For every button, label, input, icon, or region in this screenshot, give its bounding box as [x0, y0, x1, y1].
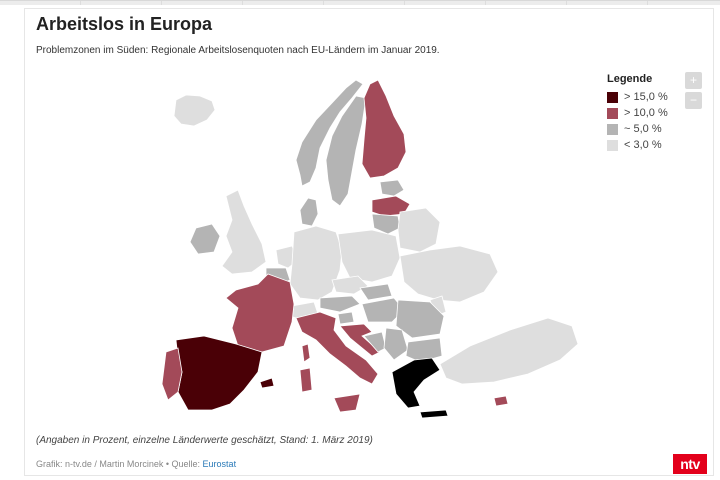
country-estonia[interactable]	[379, 179, 405, 197]
legend-swatch	[607, 139, 618, 151]
country-france[interactable]	[225, 273, 295, 353]
country-sicily[interactable]	[333, 393, 361, 413]
zoom-out-button[interactable]: −	[685, 92, 702, 109]
country-portugal[interactable]	[161, 347, 183, 401]
legend-item: < 3,0 %	[607, 137, 685, 153]
country-norway[interactable]	[295, 79, 364, 187]
country-austria[interactable]	[319, 295, 361, 313]
legend-label: < 3,0 %	[624, 139, 662, 151]
ntv-logo: ntv	[673, 454, 707, 474]
country-poland[interactable]	[337, 229, 401, 283]
country-germany[interactable]	[289, 225, 343, 301]
legend-label: > 15,0 %	[624, 91, 668, 103]
top-border	[0, 0, 720, 5]
country-serbia[interactable]	[383, 327, 409, 361]
country-greece[interactable]	[391, 357, 441, 409]
country-finland[interactable]	[361, 79, 407, 179]
country-slovenia[interactable]	[337, 311, 355, 325]
country-lithuania[interactable]	[371, 213, 401, 235]
legend-item: ~ 5,0 %	[607, 121, 685, 137]
country-sardinia[interactable]	[299, 367, 313, 393]
country-ukraine[interactable]	[399, 245, 499, 303]
country-ireland[interactable]	[189, 223, 221, 255]
country-belarus[interactable]	[397, 207, 441, 253]
legend-label: > 10,0 %	[624, 107, 668, 119]
country-denmark[interactable]	[299, 197, 319, 227]
country-sweden[interactable]	[325, 95, 367, 207]
chart-subtitle: Problemzonen im Süden: Regionale Arbeits…	[36, 45, 440, 56]
source-line: Grafik: n-tv.de / Martin Morcinek • Quel…	[36, 459, 236, 469]
legend-swatch	[607, 123, 618, 135]
country-crete[interactable]	[419, 409, 449, 419]
country-balearics[interactable]	[259, 377, 275, 389]
legend-item: > 15,0 %	[607, 89, 685, 105]
country-turkey[interactable]	[439, 317, 579, 385]
europe-map	[161, 79, 579, 419]
country-cyprus[interactable]	[493, 395, 509, 407]
eurostat-link[interactable]: Eurostat	[202, 459, 237, 469]
country-slovakia[interactable]	[359, 283, 393, 301]
zoom-in-button[interactable]: +	[685, 72, 702, 89]
legend-label: ~ 5,0 %	[624, 123, 662, 135]
legend-item: > 10,0 %	[607, 105, 685, 121]
legend-swatch	[607, 91, 618, 103]
legend-title: Legende	[607, 73, 653, 85]
legend-swatch	[607, 107, 618, 119]
country-italy[interactable]	[295, 311, 379, 385]
country-iceland[interactable]	[173, 94, 216, 127]
map-legend: Legende > 15,0 % > 10,0 % ~ 5,0 % < 3,0 …	[607, 73, 685, 153]
footnote: (Angaben in Prozent, einzelne Länderwert…	[36, 435, 373, 446]
country-romania[interactable]	[395, 299, 445, 339]
chart-title: Arbeitslos in Europa	[36, 14, 213, 34]
country-corsica[interactable]	[301, 343, 311, 363]
country-bulgaria[interactable]	[405, 337, 443, 363]
source-prefix: Grafik: n-tv.de / Martin Morcinek • Quel…	[36, 459, 203, 469]
country-united-kingdom[interactable]	[221, 189, 267, 275]
